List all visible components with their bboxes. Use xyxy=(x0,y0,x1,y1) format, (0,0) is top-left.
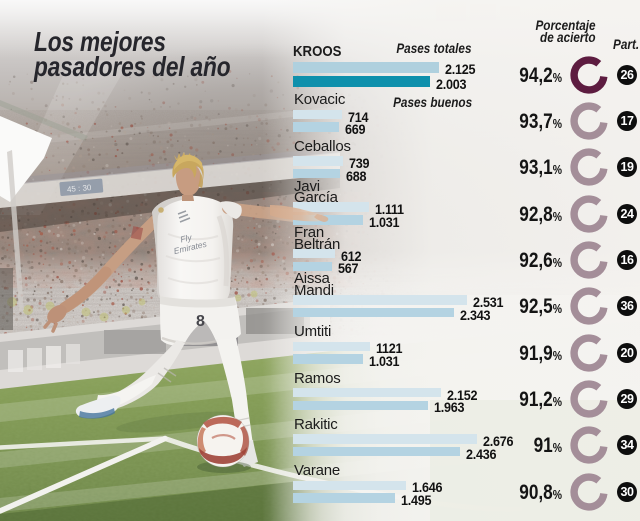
svg-text:45 : 30: 45 : 30 xyxy=(67,183,93,194)
svg-text:8: 8 xyxy=(196,313,205,330)
svg-text:Fly: Fly xyxy=(179,232,193,244)
